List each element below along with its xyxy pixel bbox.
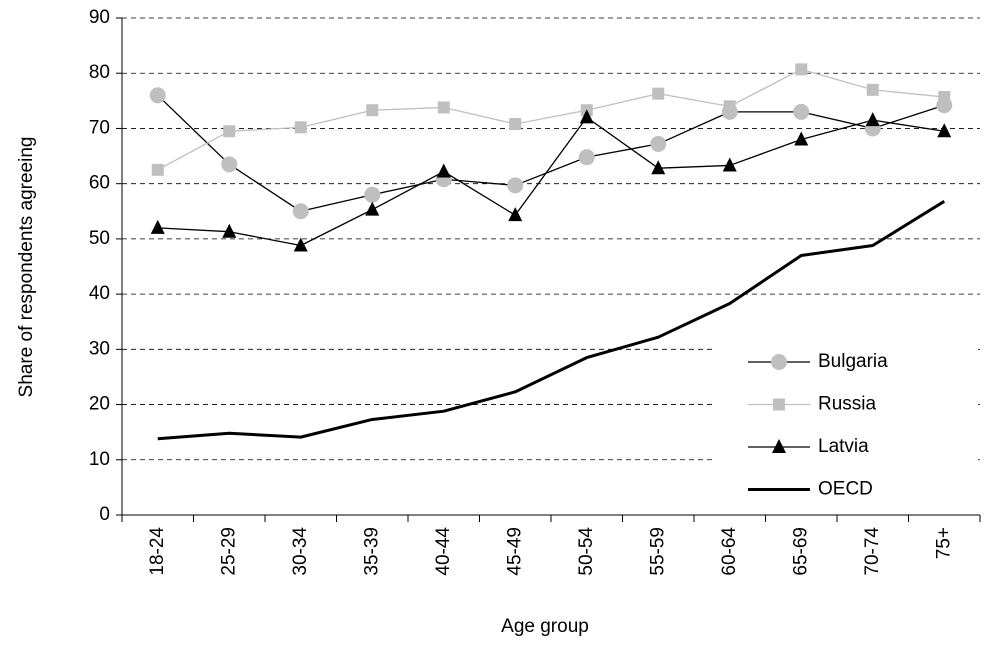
x-tick-label: 70-74 <box>862 527 883 576</box>
y-tick-label: 10 <box>89 449 110 470</box>
y-tick-label: 40 <box>89 283 110 304</box>
marker <box>365 201 380 216</box>
y-tick-label: 20 <box>89 394 110 415</box>
x-tick-label: 50-54 <box>576 527 597 576</box>
y-tick-label: 60 <box>89 173 110 194</box>
x-tick-label: 25-29 <box>218 527 239 576</box>
x-tick-label: 40-44 <box>433 527 454 576</box>
marker <box>364 186 381 203</box>
y-axis-label: Share of respondents agreeing <box>16 137 37 398</box>
x-tick-label: 55-59 <box>647 527 668 576</box>
marker <box>436 163 451 178</box>
marker <box>937 123 952 138</box>
x-tick-label: 35-39 <box>361 527 382 576</box>
y-tick-label: 0 <box>99 504 110 525</box>
y-tick-label: 80 <box>89 62 110 83</box>
marker <box>866 83 879 96</box>
y-tick-label: 90 <box>89 7 110 28</box>
marker <box>223 125 236 138</box>
x-axis-label: Age group <box>501 616 589 637</box>
marker <box>793 103 810 120</box>
marker <box>294 121 307 134</box>
x-tick-label: 45-49 <box>504 527 525 576</box>
marker <box>865 112 880 127</box>
legend-label: Russia <box>818 394 877 415</box>
marker <box>151 163 164 176</box>
marker <box>221 156 238 173</box>
x-tick-label: 65-69 <box>790 527 811 576</box>
marker <box>578 149 595 166</box>
marker <box>149 87 166 104</box>
legend-box <box>712 338 978 508</box>
x-tick-label: 60-64 <box>719 527 740 576</box>
y-tick-label: 50 <box>89 228 110 249</box>
marker <box>652 87 665 100</box>
legend-label: Bulgaria <box>818 351 888 372</box>
marker <box>938 90 951 103</box>
marker <box>651 160 666 175</box>
y-tick-label: 70 <box>89 117 110 138</box>
legend-label: Latvia <box>818 436 869 457</box>
legend-label: OECD <box>818 479 873 500</box>
series-line <box>157 116 945 247</box>
marker <box>507 177 524 194</box>
marker <box>509 118 522 131</box>
legend-marker <box>772 439 786 453</box>
marker <box>150 219 165 234</box>
marker <box>293 237 308 252</box>
series-line <box>157 94 945 212</box>
marker <box>794 131 809 146</box>
x-tick-label: 75+ <box>933 527 954 559</box>
y-tick-label: 30 <box>89 338 110 359</box>
marker <box>722 157 737 172</box>
marker <box>723 100 736 113</box>
marker <box>650 135 667 152</box>
x-tick-label: 30-34 <box>290 527 311 576</box>
marker <box>222 223 237 238</box>
marker <box>366 104 379 117</box>
marker <box>795 63 808 76</box>
legend-marker <box>771 354 787 370</box>
series-line <box>157 200 946 441</box>
marker <box>292 203 309 220</box>
series-line <box>157 68 945 171</box>
x-tick-label: 18-24 <box>147 527 168 576</box>
marker <box>579 109 594 124</box>
legend-marker <box>773 398 785 411</box>
marker <box>437 101 450 114</box>
marker <box>508 207 523 222</box>
